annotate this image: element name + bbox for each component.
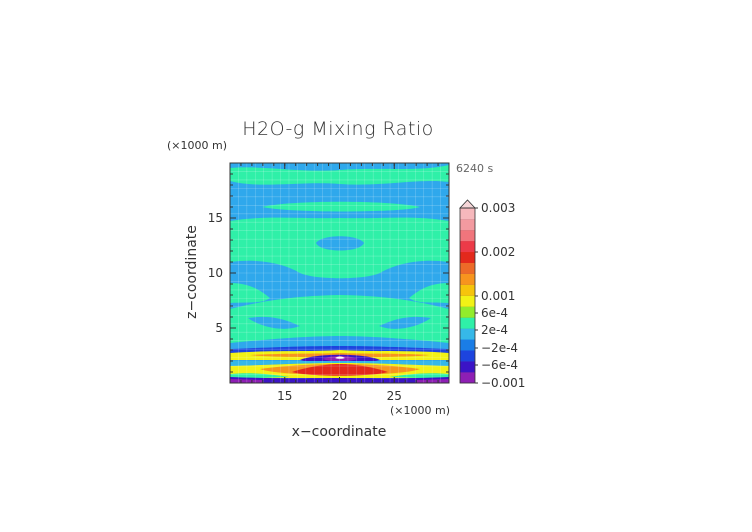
colorbar <box>459 199 476 384</box>
colorbar-label: −2e-4 <box>481 341 518 355</box>
field-region-bottom-purple-right <box>417 379 449 383</box>
colorbar-segment <box>460 284 475 296</box>
chart-title: H2O-g Mixing Ratio <box>242 118 434 140</box>
colorbar-label: −0.001 <box>481 376 525 390</box>
field-region-surface-core <box>292 364 388 376</box>
colorbar-labels: 0.003 0.002 0.001 6e-4 2e-4 −2e-4 −6e-4 −0.001 <box>475 201 525 390</box>
field-region-top-band <box>230 165 449 185</box>
y-tick-label: 15 <box>208 211 223 225</box>
colorbar-segment <box>460 240 475 253</box>
colorbar-segment <box>460 251 475 263</box>
x-axis-label: x−coordinate <box>292 424 387 440</box>
colorbar-segment <box>460 273 475 285</box>
field-region-left-lobe <box>230 283 270 303</box>
y-axis-label: z−coordinate <box>184 225 200 319</box>
colorbar-segment <box>460 306 475 318</box>
field-region-cyan-layer <box>230 361 449 366</box>
field-region-central-hole <box>316 236 364 251</box>
colorbar-segment <box>460 339 475 351</box>
x-tick-label: 25 <box>387 389 402 403</box>
field-region-middle-notch-right <box>379 316 431 329</box>
y-tick-label: 10 <box>208 266 223 280</box>
field-region-band-17 <box>262 201 420 212</box>
colorbar-segment <box>460 328 475 340</box>
colorbar-segment <box>460 317 475 329</box>
field-region-right-lobe <box>409 283 449 303</box>
y-unit-label: (×1000 m) <box>167 139 227 152</box>
colorbar-segment <box>460 350 475 362</box>
colorbar-segment <box>460 262 475 274</box>
colorbar-segment <box>460 295 475 307</box>
field-region-middle-notch <box>248 316 300 329</box>
x-ticks: 15 20 25 <box>240 163 439 403</box>
y-tick-label: 5 <box>215 321 223 335</box>
field-region-middle <box>230 295 449 343</box>
colorbar-label: 6e-4 <box>481 306 508 320</box>
time-label: 6240 s <box>456 162 493 175</box>
field-region-bottom-purple <box>230 379 262 383</box>
colorbar-label: 0.001 <box>481 289 515 303</box>
gridlines <box>230 163 449 383</box>
colorbar-label: 0.002 <box>481 245 515 259</box>
x-tick-label: 15 <box>277 389 292 403</box>
colorbar-segment <box>460 208 475 220</box>
x-unit-label: (×1000 m) <box>390 404 450 417</box>
y-ticks: 5 10 15 <box>208 173 449 373</box>
colorbar-segment <box>460 229 475 242</box>
colorbar-segment <box>460 372 475 384</box>
x-tick-label: 20 <box>332 389 347 403</box>
colorbar-label: −6e-4 <box>481 358 518 372</box>
colorbar-top-triangle <box>459 199 476 209</box>
field-region-white-spot <box>335 356 345 359</box>
colorbar-label: 2e-4 <box>481 323 508 337</box>
colorbar-segment <box>460 218 475 231</box>
colorbar-segment <box>460 361 475 373</box>
colorbar-label: 0.003 <box>481 201 515 215</box>
plot-area: 15 20 25 5 10 15 <box>208 162 450 403</box>
